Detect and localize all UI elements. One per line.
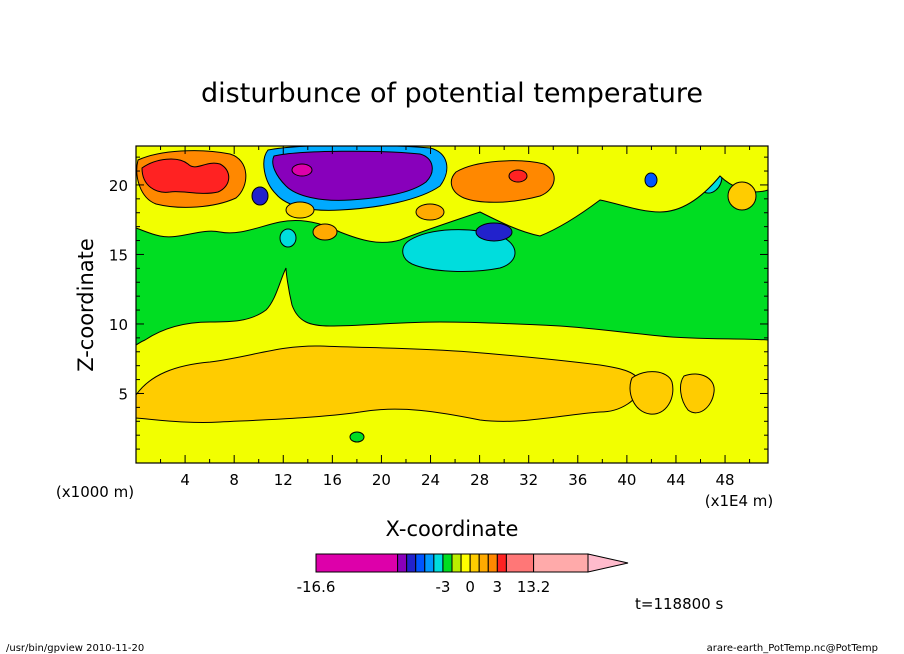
x-tick-label: 4 (180, 471, 190, 489)
time-label: t=118800 s (635, 595, 723, 613)
x-tick-label: 28 (470, 471, 489, 489)
colorbar-swatch (415, 553, 426, 573)
region-red-maximum-left (141, 158, 230, 194)
x-tick-label: 24 (421, 471, 440, 489)
region-cyan-patch-4 (279, 228, 297, 248)
x-unit-label: (x1000 m) (56, 483, 134, 501)
footer-left: /usr/bin/gpview 2010-11-20 (6, 643, 144, 654)
y-axis: 5 10 15 20 (109, 156, 768, 450)
colorbar-swatch (397, 553, 408, 573)
x-axis: 4 8 12 16 20 24 28 32 36 40 44 48 (160, 146, 751, 489)
x-tick-label: 20 (372, 471, 391, 489)
region-green-dot (349, 431, 365, 443)
colorbar-swatch (451, 553, 462, 573)
region-orange-blob-right-1 (629, 371, 674, 415)
colorbar-swatch (442, 553, 453, 573)
y-tick-label: 5 (118, 385, 128, 403)
x-tick-label: 48 (716, 471, 735, 489)
x-scale-note: (x1E4 m) (705, 492, 774, 510)
region-orange-blob-mid-1 (285, 201, 315, 219)
region-magenta-core (291, 163, 313, 177)
x-tick-label: 32 (519, 471, 538, 489)
plot-area (136, 146, 768, 463)
colorbar-swatch (533, 553, 589, 573)
colorbar-tick-label: 3 (493, 578, 503, 596)
colorbar (315, 553, 629, 573)
colorbar-swatch (478, 553, 489, 573)
colorbar-labels: -16.6 -3 0 3 13.2 (297, 578, 551, 596)
y-tick-label: 15 (109, 246, 128, 264)
x-tick-label: 36 (568, 471, 587, 489)
region-orange-blob-mid-2 (312, 223, 338, 241)
x-tick-label: 12 (274, 471, 293, 489)
colorbar-swatch (469, 553, 480, 573)
colorbar-tick-label: -3 (435, 578, 450, 596)
plot-frame (135, 145, 769, 464)
region-blue-blob-3 (644, 172, 658, 188)
y-tick-label: 20 (109, 177, 128, 195)
colorbar-tick-label: -16.6 (297, 578, 336, 596)
colorbar-tick-label: 0 (465, 578, 475, 596)
colorbar-swatch (487, 553, 498, 573)
footer-right: arare-earth_PotTemp.nc@PotTemp (707, 643, 878, 654)
region-orange-blob-mid-3 (415, 203, 445, 221)
colorbar-swatch (496, 553, 507, 573)
chart-title: disturbunce of potential temperature (201, 78, 703, 109)
colorbar-swatch (460, 553, 471, 573)
x-tick-label: 44 (666, 471, 685, 489)
colorbar-tick-label: 13.2 (517, 578, 550, 596)
y-axis-label: Z-coordinate (74, 238, 98, 372)
colorbar-extend-arrow (587, 553, 629, 573)
region-blue-blob-1 (251, 186, 269, 206)
colorbar-swatch (505, 553, 535, 573)
region-blue-blob-2 (475, 222, 513, 242)
x-tick-label: 16 (323, 471, 342, 489)
region-orange-blob-mid-4 (727, 181, 757, 211)
x-tick-label: 8 (229, 471, 239, 489)
region-orange-blob-right-2 (680, 373, 715, 414)
region-purple-minimum (272, 150, 433, 201)
region-orange-maximum-right (450, 160, 555, 203)
y-tick-label: 10 (109, 316, 128, 334)
x-axis-label: X-coordinate (386, 517, 519, 541)
colorbar-swatch (433, 553, 444, 573)
colorbar-swatch (315, 553, 399, 573)
colorbar-swatch (406, 553, 417, 573)
region-red-core-right (508, 169, 528, 183)
x-tick-label: 40 (617, 471, 636, 489)
colorbar-swatch (424, 553, 435, 573)
